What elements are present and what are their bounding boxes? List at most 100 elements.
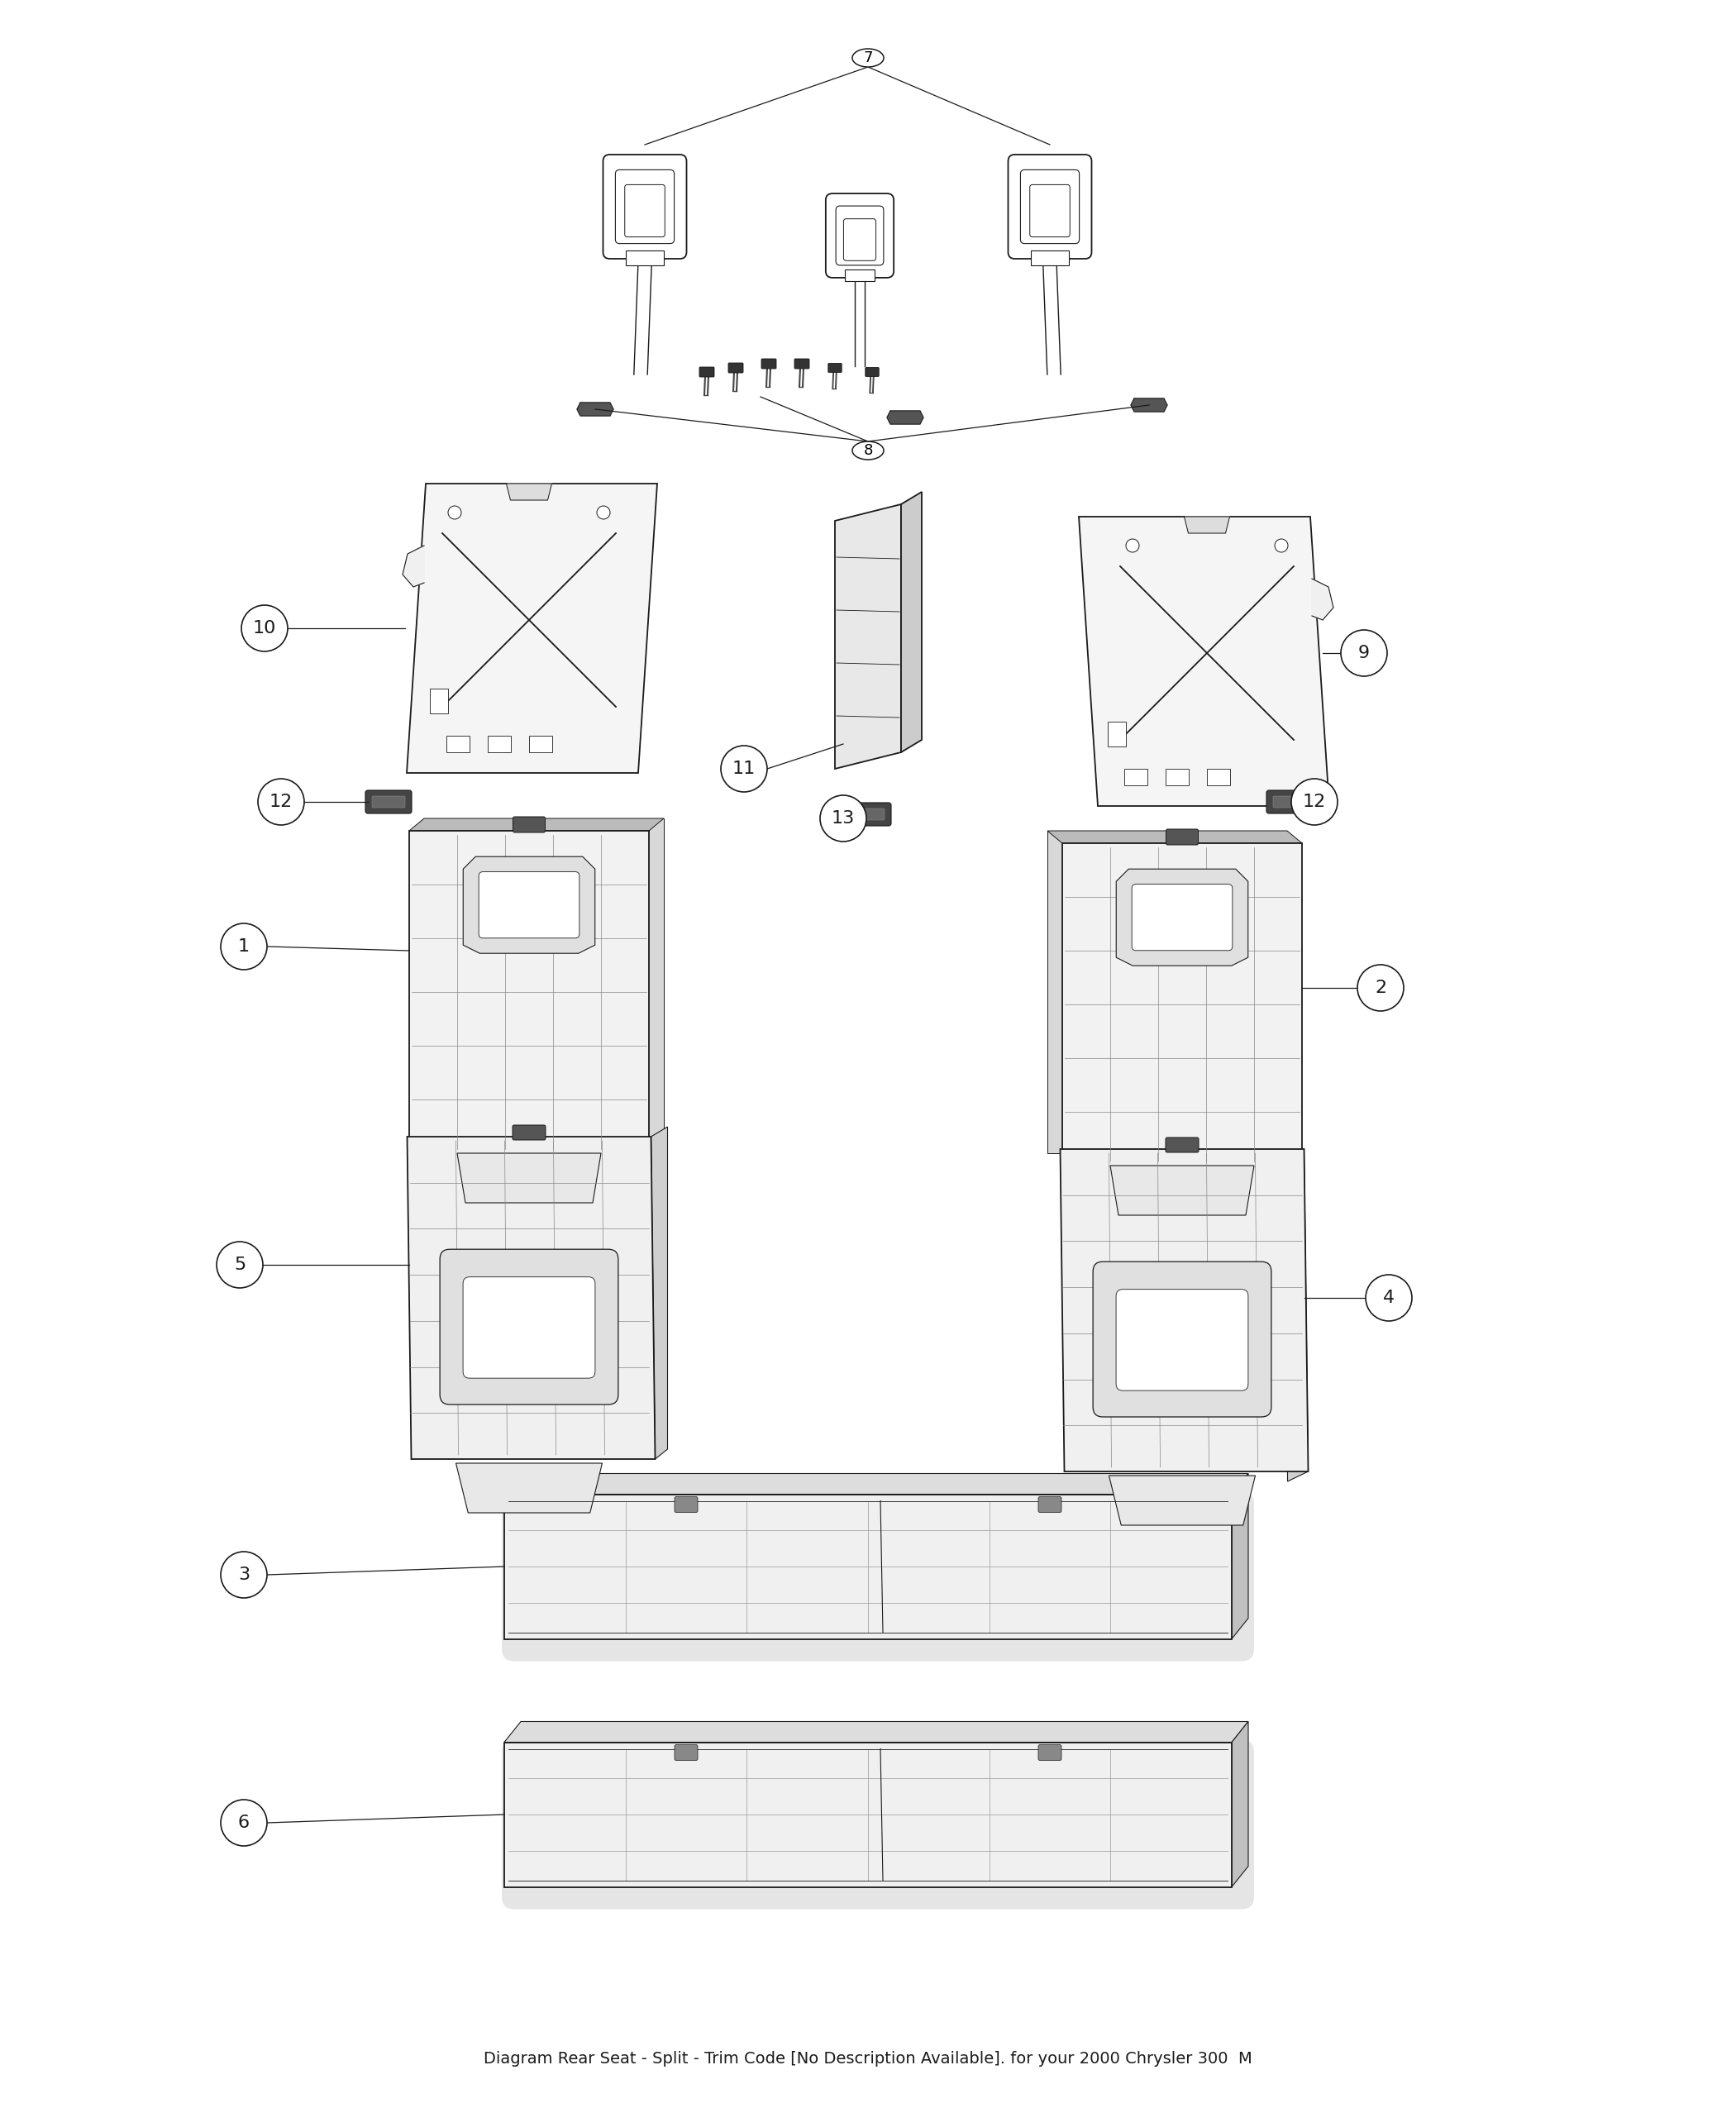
- Circle shape: [220, 923, 267, 970]
- Polygon shape: [1047, 831, 1302, 843]
- FancyBboxPatch shape: [1029, 186, 1069, 236]
- Text: 11: 11: [733, 761, 755, 778]
- Polygon shape: [1062, 843, 1302, 1166]
- Polygon shape: [457, 1463, 602, 1514]
- Circle shape: [1127, 540, 1139, 552]
- FancyBboxPatch shape: [1021, 171, 1080, 245]
- Polygon shape: [408, 1136, 654, 1459]
- Circle shape: [720, 746, 767, 793]
- FancyBboxPatch shape: [1167, 828, 1198, 845]
- Polygon shape: [503, 1741, 1233, 1887]
- Bar: [488, 736, 510, 753]
- Polygon shape: [1288, 1149, 1309, 1482]
- Bar: [625, 251, 665, 266]
- FancyBboxPatch shape: [826, 194, 894, 278]
- Text: 6: 6: [238, 1815, 250, 1832]
- Text: 1: 1: [238, 938, 250, 955]
- FancyBboxPatch shape: [1038, 1745, 1061, 1760]
- Text: 13: 13: [832, 809, 854, 826]
- FancyBboxPatch shape: [844, 219, 877, 261]
- FancyBboxPatch shape: [502, 1739, 1253, 1910]
- FancyBboxPatch shape: [464, 1277, 595, 1379]
- FancyBboxPatch shape: [502, 1492, 1253, 1661]
- Polygon shape: [410, 831, 649, 1153]
- Polygon shape: [1233, 1722, 1248, 1887]
- Polygon shape: [1312, 580, 1333, 620]
- Polygon shape: [406, 483, 658, 774]
- FancyBboxPatch shape: [512, 816, 545, 833]
- Polygon shape: [464, 856, 595, 953]
- Polygon shape: [503, 1722, 1248, 1741]
- Text: 12: 12: [269, 793, 293, 809]
- FancyBboxPatch shape: [1038, 1497, 1061, 1511]
- Circle shape: [597, 506, 609, 519]
- Text: 2: 2: [1375, 980, 1387, 997]
- Text: 5: 5: [234, 1256, 245, 1273]
- Polygon shape: [507, 483, 552, 500]
- Polygon shape: [651, 1128, 668, 1459]
- FancyBboxPatch shape: [1165, 1138, 1198, 1153]
- Circle shape: [220, 1800, 267, 1847]
- FancyBboxPatch shape: [625, 186, 665, 236]
- Polygon shape: [1111, 1166, 1253, 1214]
- Circle shape: [448, 506, 462, 519]
- Polygon shape: [1078, 516, 1330, 805]
- FancyBboxPatch shape: [675, 1497, 698, 1511]
- Bar: [446, 736, 469, 753]
- FancyBboxPatch shape: [845, 803, 891, 826]
- Ellipse shape: [852, 441, 884, 460]
- FancyBboxPatch shape: [1009, 154, 1092, 259]
- Polygon shape: [1109, 1476, 1255, 1526]
- FancyBboxPatch shape: [365, 790, 411, 814]
- Bar: [845, 270, 875, 280]
- Text: 7: 7: [863, 51, 873, 65]
- Circle shape: [1340, 630, 1387, 677]
- Polygon shape: [835, 504, 901, 769]
- Bar: [1165, 769, 1189, 786]
- FancyBboxPatch shape: [700, 367, 713, 377]
- FancyBboxPatch shape: [1272, 797, 1305, 807]
- Polygon shape: [887, 411, 924, 424]
- FancyBboxPatch shape: [372, 797, 404, 807]
- Polygon shape: [1130, 398, 1167, 411]
- Polygon shape: [576, 403, 613, 415]
- FancyBboxPatch shape: [439, 1250, 618, 1404]
- FancyBboxPatch shape: [1116, 1290, 1248, 1391]
- Polygon shape: [901, 491, 922, 753]
- Polygon shape: [424, 818, 663, 1140]
- FancyBboxPatch shape: [835, 207, 884, 266]
- Text: Diagram Rear Seat - Split - Trim Code [No Description Available]. for your 2000 : Diagram Rear Seat - Split - Trim Code [N…: [484, 2051, 1252, 2066]
- Bar: [431, 687, 448, 713]
- Circle shape: [1274, 540, 1288, 552]
- Polygon shape: [410, 818, 663, 831]
- FancyBboxPatch shape: [615, 171, 674, 245]
- Circle shape: [1292, 778, 1337, 824]
- Circle shape: [259, 778, 304, 824]
- FancyBboxPatch shape: [795, 358, 809, 369]
- Text: 8: 8: [863, 443, 873, 457]
- FancyBboxPatch shape: [602, 154, 686, 259]
- FancyBboxPatch shape: [1267, 790, 1312, 814]
- Polygon shape: [1233, 1473, 1248, 1638]
- Ellipse shape: [852, 48, 884, 67]
- Polygon shape: [1061, 1149, 1309, 1471]
- FancyBboxPatch shape: [762, 358, 776, 369]
- Circle shape: [220, 1551, 267, 1598]
- FancyBboxPatch shape: [512, 1126, 545, 1140]
- Bar: [1207, 769, 1231, 786]
- Text: 10: 10: [253, 620, 276, 637]
- Polygon shape: [1047, 831, 1286, 1153]
- FancyBboxPatch shape: [865, 367, 878, 377]
- FancyBboxPatch shape: [1132, 883, 1233, 951]
- Circle shape: [1358, 965, 1404, 1012]
- Circle shape: [241, 605, 288, 651]
- Polygon shape: [457, 1153, 601, 1204]
- FancyBboxPatch shape: [675, 1745, 698, 1760]
- FancyBboxPatch shape: [851, 809, 885, 820]
- Text: 4: 4: [1384, 1290, 1394, 1307]
- Polygon shape: [1116, 868, 1248, 965]
- Polygon shape: [1184, 516, 1229, 533]
- FancyBboxPatch shape: [1094, 1263, 1271, 1417]
- FancyBboxPatch shape: [729, 363, 743, 373]
- FancyBboxPatch shape: [479, 873, 580, 938]
